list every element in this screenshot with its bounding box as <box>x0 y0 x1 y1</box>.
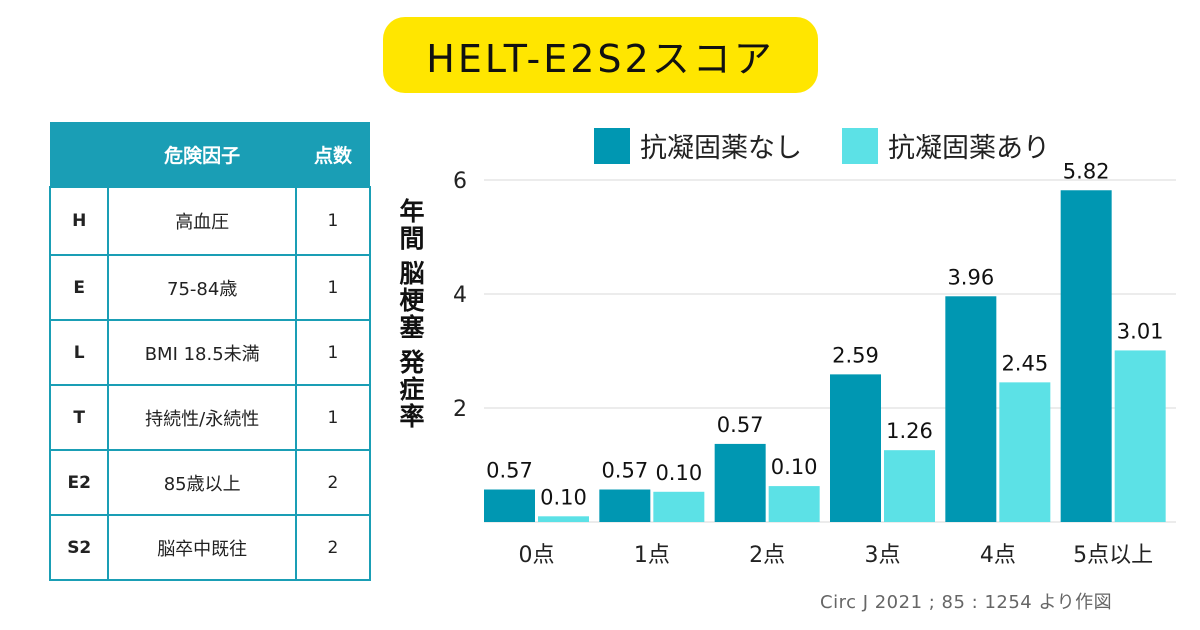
row-factor: BMI 18.5未満 <box>107 319 297 386</box>
source-citation: Circ J 2021 ; 85 : 1254 より作図 <box>820 592 1113 613</box>
row-score: 2 <box>294 514 372 581</box>
y-axis-label-char: 間 <box>399 224 425 253</box>
row-score: 1 <box>294 319 372 386</box>
data-label: 0.57 <box>601 459 648 483</box>
legend: 抗凝固薬なし 抗凝固薬あり <box>594 126 1090 165</box>
data-label: 3.96 <box>947 265 994 289</box>
table-header-score: 点数 <box>295 122 370 187</box>
data-label: 0.10 <box>655 461 702 485</box>
data-label: 2.45 <box>1001 351 1048 375</box>
row-code: L <box>48 319 110 386</box>
bar-series1 <box>1060 190 1112 522</box>
bar-series2 <box>538 516 589 522</box>
x-tick-label: 2点 <box>749 543 785 568</box>
y-axis-label-char: 梗 <box>399 286 425 315</box>
y-axis-label-char: 症 <box>399 375 425 404</box>
table-row: E 75-84歳 1 <box>48 254 372 321</box>
risk-factor-table: 危険因子 点数 H 高血圧 1 E 75-84歳 1 L BMI 18.5未満 … <box>48 122 372 581</box>
data-label: 5.82 <box>1063 159 1110 183</box>
bar-series2 <box>1114 350 1166 522</box>
y-axis-label-char: 率 <box>399 402 425 431</box>
table-row: T 持続性/永続性 1 <box>48 384 372 451</box>
legend-item-series2: 抗凝固薬あり <box>842 126 1050 165</box>
bar-series2 <box>999 382 1051 522</box>
chart-title: HELT-E2S2スコア <box>426 36 775 81</box>
row-code: H <box>48 186 110 256</box>
row-factor: 脳卒中既往 <box>107 514 297 581</box>
table-row: S2 脳卒中既往 2 <box>48 514 372 581</box>
data-label: 0.57 <box>717 413 764 437</box>
bar-series1 <box>484 489 535 522</box>
row-code: S2 <box>48 514 110 581</box>
x-tick-label: 3点 <box>865 543 901 568</box>
bar-series2 <box>884 450 935 522</box>
legend-swatch-series2 <box>842 127 878 164</box>
y-axis-label-char: 塞 <box>399 313 425 342</box>
row-score: 2 <box>294 449 372 516</box>
bar-series2 <box>653 491 705 522</box>
x-tick-label: 1点 <box>634 543 670 568</box>
y-axis-label-char: 発 <box>399 348 425 377</box>
bar-series1 <box>830 374 881 522</box>
table-row: E2 85歳以上 2 <box>48 449 372 516</box>
row-code: E <box>48 254 110 321</box>
data-label: 3.01 <box>1117 319 1164 343</box>
legend-item-series1: 抗凝固薬なし <box>594 126 802 165</box>
data-label: 0.57 <box>486 459 533 483</box>
y-axis-label: 年間脳梗塞発症率 <box>396 198 428 430</box>
legend-label-series2: 抗凝固薬あり <box>888 133 1050 164</box>
y-tick-label: 2 <box>453 397 467 422</box>
bar-series1 <box>599 489 651 522</box>
row-code: T <box>48 384 110 451</box>
table-row: H 高血圧 1 <box>48 186 372 256</box>
table-row: L BMI 18.5未満 1 <box>48 319 372 386</box>
x-tick-label: 0点 <box>519 543 555 568</box>
data-label: 1.26 <box>886 419 933 443</box>
table-header-factor: 危険因子 <box>108 122 296 187</box>
y-tick-label: 4 <box>453 283 467 308</box>
bar-series2 <box>768 486 820 522</box>
row-factor: 75-84歳 <box>107 254 297 321</box>
data-label: 2.59 <box>832 343 879 367</box>
y-tick-label: 6 <box>453 169 467 194</box>
bar-series1 <box>945 296 997 522</box>
table-header-code <box>50 122 109 187</box>
row-code: E2 <box>48 449 110 516</box>
legend-label-series1: 抗凝固薬なし <box>640 133 802 164</box>
row-score: 1 <box>294 384 372 451</box>
row-factor: 85歳以上 <box>107 449 297 516</box>
row-factor: 高血圧 <box>107 186 297 256</box>
table-header-row: 危険因子 点数 <box>50 122 370 187</box>
legend-swatch-series1 <box>594 127 630 164</box>
title-banner: HELT-E2S2スコア <box>383 17 818 93</box>
row-score: 1 <box>294 254 372 321</box>
x-tick-label: 5点以上 <box>1073 543 1153 568</box>
data-label: 0.10 <box>771 455 818 479</box>
x-tick-label: 4点 <box>980 543 1016 568</box>
row-score: 1 <box>294 186 372 256</box>
y-axis-label-char: 年 <box>399 197 425 226</box>
data-label: 0.10 <box>540 485 587 509</box>
bar-series1 <box>714 443 766 522</box>
row-factor: 持続性/永続性 <box>107 384 297 451</box>
y-axis-label-char: 脳 <box>399 259 425 288</box>
